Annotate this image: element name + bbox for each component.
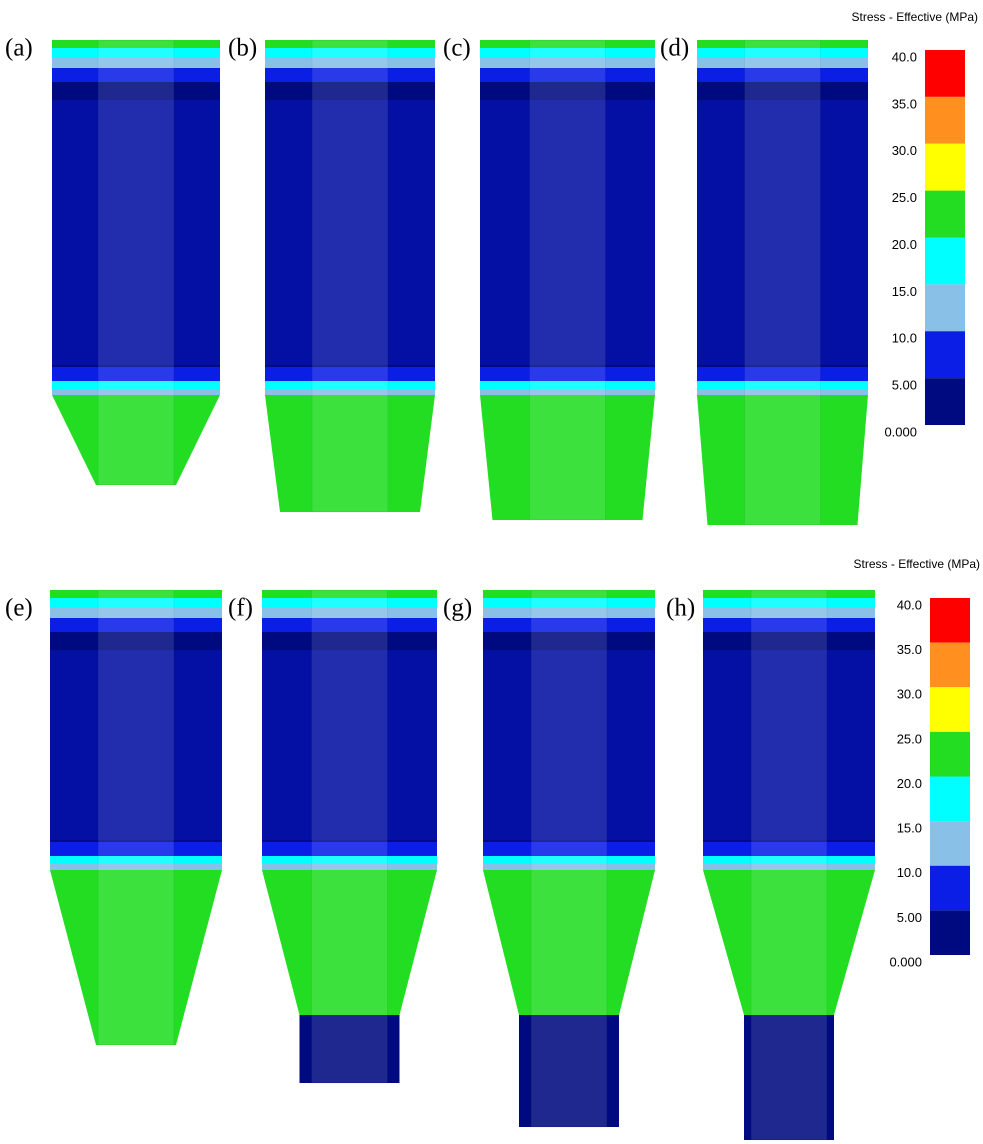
panel-label: (h) bbox=[666, 595, 695, 622]
panel-label: (e) bbox=[5, 595, 33, 622]
panel-label: (c) bbox=[443, 35, 471, 62]
colorbar-segment bbox=[930, 910, 970, 955]
legend-tick-label: 5.00 bbox=[892, 378, 917, 393]
panel-label: (f) bbox=[228, 595, 253, 622]
silo bbox=[265, 40, 435, 512]
legend-tick-label: 20.0 bbox=[897, 776, 922, 791]
legend-tick-label: 15.0 bbox=[897, 821, 922, 836]
legend-tick-label: 30.0 bbox=[892, 143, 917, 158]
silo bbox=[697, 40, 868, 525]
colorbar-segment bbox=[925, 331, 965, 378]
silo bbox=[50, 590, 222, 1045]
colorbar-segment bbox=[930, 643, 970, 688]
silo-column bbox=[751, 590, 827, 1140]
colorbar-segment bbox=[925, 144, 965, 191]
colorbar-segment bbox=[925, 50, 965, 97]
panel-label: (g) bbox=[443, 595, 472, 622]
legend-tick-label: 0.000 bbox=[889, 954, 922, 969]
silo-column bbox=[312, 40, 388, 512]
silo-column bbox=[745, 40, 821, 525]
legend-tick-label: 40.0 bbox=[892, 49, 917, 64]
legend-tick-label: 25.0 bbox=[892, 190, 917, 205]
legend-tick-label: 5.00 bbox=[897, 910, 922, 925]
colorbar-segment bbox=[925, 238, 965, 285]
silo-column bbox=[312, 590, 388, 1083]
legend-tick-label: 0.000 bbox=[884, 424, 917, 439]
legend-tick-label: 25.0 bbox=[897, 731, 922, 746]
colorbar-segment bbox=[930, 687, 970, 732]
colorbar-segment bbox=[925, 378, 965, 425]
colorbar-segment bbox=[925, 284, 965, 331]
colorbar-segment bbox=[930, 777, 970, 822]
silo-column bbox=[98, 40, 174, 485]
legend-title: Stress - Effective (MPa) bbox=[854, 557, 980, 571]
panel-label: (a) bbox=[5, 35, 33, 62]
colorbar-segment bbox=[925, 191, 965, 238]
silo bbox=[703, 590, 875, 1140]
legend-title: Stress - Effective (MPa) bbox=[852, 10, 978, 24]
legend-tick-label: 15.0 bbox=[892, 284, 917, 299]
silo bbox=[483, 590, 655, 1127]
silo-column bbox=[98, 590, 174, 1045]
silo bbox=[52, 40, 220, 485]
panel-label: (d) bbox=[660, 35, 689, 62]
legend-tick-label: 40.0 bbox=[897, 597, 922, 612]
panel-label: (b) bbox=[228, 35, 257, 62]
colorbar-segment bbox=[925, 97, 965, 144]
colorbar-segment bbox=[930, 732, 970, 777]
silo-column bbox=[530, 40, 606, 520]
colorbar-segment bbox=[930, 598, 970, 643]
legend-tick-label: 35.0 bbox=[892, 96, 917, 111]
silo bbox=[480, 40, 655, 520]
silo-column bbox=[531, 590, 607, 1127]
legend-tick-label: 30.0 bbox=[897, 687, 922, 702]
legend-tick-label: 20.0 bbox=[892, 237, 917, 252]
legend-tick-label: 10.0 bbox=[892, 331, 917, 346]
colorbar-segment bbox=[930, 866, 970, 911]
figure: (a) (b) (c) (d) (e) (f) (g) (h) Stress - Effecti… bbox=[0, 0, 983, 1144]
colorbar-segment bbox=[930, 821, 970, 866]
silo bbox=[262, 590, 437, 1083]
legend-tick-label: 35.0 bbox=[897, 642, 922, 657]
legend-tick-label: 10.0 bbox=[897, 865, 922, 880]
